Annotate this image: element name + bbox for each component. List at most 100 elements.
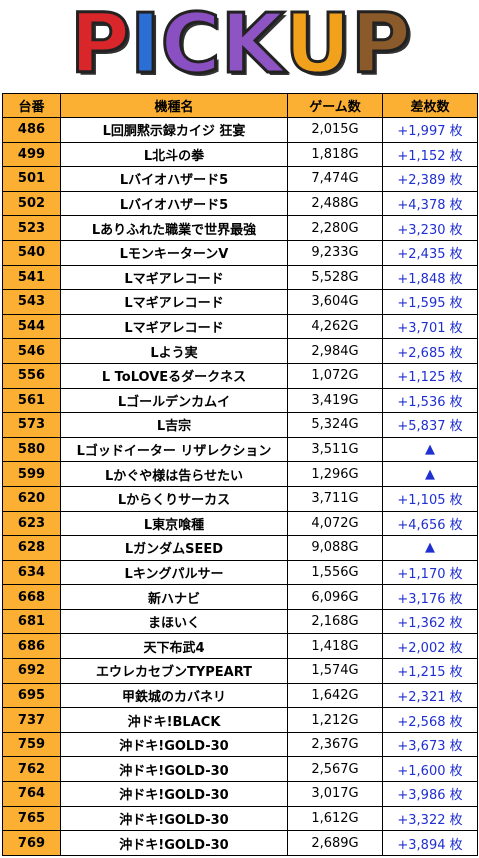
no-cell: 623 — [2, 510, 61, 537]
diff-cell: +1,362 枚 — [382, 608, 478, 635]
games-cell: 2,984G — [287, 338, 383, 364]
games-cell: 1,296G — [287, 461, 383, 487]
name-cell: まほいく — [60, 608, 288, 635]
diff-cell: +3,176 枚 — [382, 584, 478, 610]
row: 634 Lキングパルサー 1,556G +1,170 枚 — [2, 559, 478, 586]
row: 573 L吉宗 5,324G +5,837 枚 — [2, 412, 478, 438]
name-cell: L東京喰種 — [60, 510, 288, 537]
games-cell: 1,818G — [287, 141, 383, 168]
row: 769 沖ドキ!GOLD-30 2,689G +3,894 枚 — [2, 830, 478, 856]
row: 764 沖ドキ!GOLD-30 3,017G +3,986 枚 — [2, 781, 478, 807]
name-cell: L北斗の拳 — [60, 141, 288, 168]
pickup-table: 台番 機種名 ゲーム数 差枚数 486 L回胴黙示録カイジ 狂宴 2,015G +1,997 … — [2, 93, 478, 856]
games-cell: 5,528G — [287, 264, 383, 291]
games-cell: 2,280G — [287, 215, 383, 241]
diff-cell: +4,656 枚 — [382, 510, 478, 537]
name-cell: 沖ドキ!BLACK — [60, 707, 288, 733]
diff-cell: +1,170 枚 — [382, 559, 478, 586]
diff-cell: +1,595 枚 — [382, 289, 478, 315]
name-cell: エウレカセブンTYPEART — [60, 658, 288, 684]
banner-letter: U — [283, 0, 353, 92]
row: 540 LモンキーターンV 9,233G +2,435 枚 — [2, 239, 478, 266]
row: 695 甲鉄城のカバネリ 1,642G +2,321 枚 — [2, 682, 478, 709]
name-cell: 天下布武4 — [60, 633, 288, 660]
no-cell: 686 — [2, 633, 61, 660]
row: 686 天下布武4 1,418G +2,002 枚 — [2, 633, 478, 660]
name-cell: Lマギアレコード — [60, 264, 288, 291]
diff-cell: +2,568 枚 — [382, 707, 478, 733]
header-row: 台番 機種名 ゲーム数 差枚数 — [2, 93, 478, 118]
diff-cell: +2,685 枚 — [382, 338, 478, 364]
row: 499 L北斗の拳 1,818G +1,152 枚 — [2, 141, 478, 168]
banner-letter: C — [159, 0, 222, 92]
games-cell: 1,418G — [287, 633, 383, 660]
no-cell: 543 — [2, 289, 61, 315]
row: 502 Lバイオハザード5 2,488G +4,378 枚 — [2, 190, 478, 217]
games-cell: 3,711G — [287, 485, 383, 512]
diff-cell: +2,435 枚 — [382, 239, 478, 266]
diff-cell: +2,321 枚 — [382, 682, 478, 709]
name-cell: 沖ドキ!GOLD-30 — [60, 781, 288, 807]
table-body: 台番 機種名 ゲーム数 差枚数 486 L回胴黙示録カイジ 狂宴 2,015G +1,997 … — [2, 93, 478, 856]
games-cell: 7,474G — [287, 166, 383, 192]
games-cell: 2,488G — [287, 190, 383, 217]
header-cell: 差枚数 — [382, 93, 478, 118]
row: 501 Lバイオハザード5 7,474G +2,389 枚 — [2, 166, 478, 192]
games-cell: 1,642G — [287, 682, 383, 709]
name-cell: LガンダムSEED — [60, 535, 288, 561]
row: 546 Lよう実 2,984G +2,685 枚 — [2, 338, 478, 364]
banner-letter: P — [68, 0, 131, 92]
games-cell: 2,567G — [287, 756, 383, 783]
row: 599 Lかぐや様は告らせたい 1,296G ▲ — [2, 461, 478, 487]
name-cell: 沖ドキ!GOLD-30 — [60, 731, 288, 758]
row: 762 沖ドキ!GOLD-30 2,567G +1,600 枚 — [2, 756, 478, 783]
diff-cell: ▲ — [382, 535, 478, 561]
no-cell: 486 — [2, 117, 61, 143]
diff-cell: +1,536 枚 — [382, 387, 478, 414]
no-cell: 668 — [2, 584, 61, 610]
name-cell: Lゴールデンカムイ — [60, 387, 288, 414]
no-cell: 580 — [2, 436, 61, 463]
diff-cell: +2,389 枚 — [382, 166, 478, 192]
row: 561 Lゴールデンカムイ 3,419G +1,536 枚 — [2, 387, 478, 414]
name-cell: L ToLOVEるダークネス — [60, 362, 288, 389]
diff-cell: ▲ — [382, 436, 478, 463]
no-cell: 759 — [2, 731, 61, 758]
diff-cell: +3,701 枚 — [382, 313, 478, 340]
no-cell: 499 — [2, 141, 61, 168]
games-cell: 1,556G — [287, 559, 383, 586]
games-cell: 3,419G — [287, 387, 383, 414]
no-cell: 634 — [2, 559, 61, 586]
row: 668 新ハナビ 6,096G +3,176 枚 — [2, 584, 478, 610]
row: 628 LガンダムSEED 9,088G ▲ — [2, 535, 478, 561]
name-cell: Lかぐや様は告らせたい — [60, 461, 288, 487]
diff-cell: +3,894 枚 — [382, 830, 478, 856]
name-cell: Lよう実 — [60, 338, 288, 364]
name-cell: 沖ドキ!GOLD-30 — [60, 830, 288, 856]
header-cell: 台番 — [2, 93, 61, 118]
no-cell: 695 — [2, 682, 61, 709]
games-cell: 3,511G — [287, 436, 383, 463]
no-cell: 561 — [2, 387, 61, 414]
no-cell: 599 — [2, 461, 61, 487]
row: 580 Lゴッドイーター リザレクション 3,511G ▲ — [2, 436, 478, 463]
games-cell: 2,168G — [287, 608, 383, 635]
games-cell: 3,604G — [287, 289, 383, 315]
row: 543 Lマギアレコード 3,604G +1,595 枚 — [2, 289, 478, 315]
row: 765 沖ドキ!GOLD-30 1,612G +3,322 枚 — [2, 805, 478, 832]
games-cell: 1,612G — [287, 805, 383, 832]
row: 759 沖ドキ!GOLD-30 2,367G +3,673 枚 — [2, 731, 478, 758]
games-cell: 1,072G — [287, 362, 383, 389]
no-cell: 692 — [2, 658, 61, 684]
games-cell: 1,212G — [287, 707, 383, 733]
no-cell: 502 — [2, 190, 61, 217]
games-cell: 4,262G — [287, 313, 383, 340]
row: 620 Lからくりサーカス 3,711G +1,105 枚 — [2, 485, 478, 512]
row: 737 沖ドキ!BLACK 1,212G +2,568 枚 — [2, 707, 478, 733]
no-cell: 765 — [2, 805, 61, 832]
no-cell: 737 — [2, 707, 61, 733]
no-cell: 546 — [2, 338, 61, 364]
diff-cell: +5,837 枚 — [382, 412, 478, 438]
no-cell: 573 — [2, 412, 61, 438]
games-cell: 2,367G — [287, 731, 383, 758]
